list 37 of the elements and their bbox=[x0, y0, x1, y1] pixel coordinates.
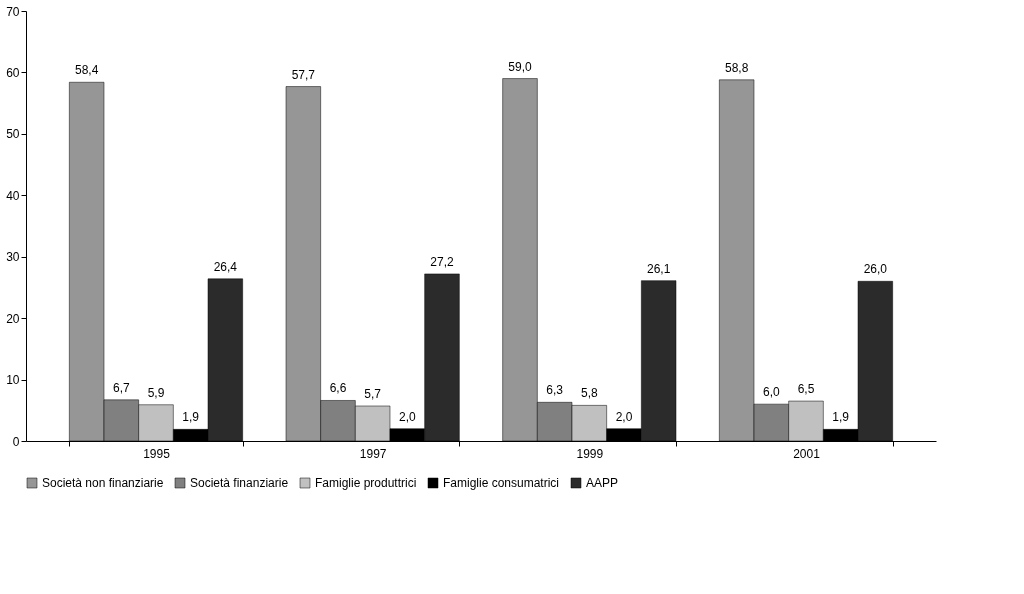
x-tick-label: 1999 bbox=[576, 446, 604, 461]
data-label: 1,9 bbox=[832, 410, 850, 425]
data-label: 5,9 bbox=[147, 385, 165, 400]
data-label: 58,4 bbox=[74, 63, 99, 78]
data-label: 26,1 bbox=[646, 261, 671, 276]
x-tick-label: 2001 bbox=[793, 446, 821, 461]
y-tick-label: 30 bbox=[6, 250, 20, 265]
data-label: 26,4 bbox=[213, 259, 238, 274]
y-tick-label: 70 bbox=[6, 4, 20, 19]
legend-label: Famiglie consumatrici bbox=[443, 476, 560, 490]
y-tick-label: 50 bbox=[6, 127, 20, 142]
data-label: 6,6 bbox=[329, 381, 347, 396]
y-tick-label: 40 bbox=[6, 188, 20, 203]
data-label: 27,2 bbox=[430, 254, 454, 269]
data-label: 5,7 bbox=[364, 386, 382, 401]
y-tick-label: 20 bbox=[6, 311, 20, 326]
data-label: 58,8 bbox=[724, 60, 749, 75]
data-label: 59,0 bbox=[508, 59, 532, 74]
data-label: 6,5 bbox=[797, 382, 815, 397]
y-tick-label: 0 bbox=[12, 434, 20, 449]
legend-label: AAPP bbox=[586, 476, 619, 490]
data-label: 1,9 bbox=[182, 410, 200, 425]
legend-label: Società finanziarie bbox=[190, 476, 289, 490]
data-label: 57,7 bbox=[291, 67, 316, 82]
y-tick-label: 60 bbox=[6, 65, 20, 80]
data-label: 26,0 bbox=[863, 262, 888, 277]
x-tick-label: 1997 bbox=[359, 446, 387, 461]
data-label: 5,8 bbox=[580, 386, 598, 401]
data-label: 6,7 bbox=[112, 380, 130, 395]
data-label: 2,0 bbox=[398, 409, 416, 424]
x-tick-label: 1995 bbox=[143, 446, 171, 461]
data-label: 6,3 bbox=[546, 383, 564, 398]
data-label: 2,0 bbox=[615, 409, 633, 424]
y-tick-label: 10 bbox=[6, 373, 20, 388]
legend-label: Società non finanziarie bbox=[42, 476, 164, 490]
legend-label: Famiglie produttrici bbox=[315, 476, 417, 490]
data-label: 6,0 bbox=[762, 385, 780, 400]
